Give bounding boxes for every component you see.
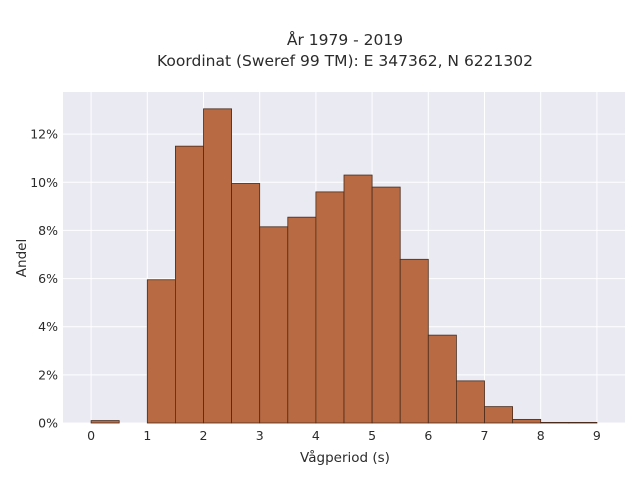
x-tick-label: 3 (256, 428, 264, 443)
x-tick-label: 6 (424, 428, 432, 443)
histogram-bar (371, 186, 401, 424)
histogram-bar (174, 145, 204, 424)
x-tick-label: 9 (593, 428, 601, 443)
x-tick-label: 5 (368, 428, 376, 443)
y-tick-label: 8% (38, 223, 58, 238)
histogram-bar (568, 421, 598, 424)
y-tick-label: 10% (30, 175, 58, 190)
x-tick-label: 7 (481, 428, 489, 443)
histogram-bar (90, 420, 120, 424)
y-tick-label: 12% (30, 127, 58, 142)
x-tick-label: 0 (87, 428, 95, 443)
x-tick-label: 2 (200, 428, 208, 443)
histogram-bar (399, 258, 429, 424)
histogram-bar (427, 334, 457, 424)
histogram-bar (455, 380, 485, 424)
x-tick-label: 1 (143, 428, 151, 443)
histogram-bar (315, 191, 345, 424)
bars (90, 108, 598, 424)
y-tick-label: 0% (38, 416, 58, 431)
histogram-bar (540, 421, 570, 424)
histogram-bar (203, 108, 233, 424)
x-tick-label: 8 (537, 428, 545, 443)
histogram-bar (146, 279, 176, 424)
histogram-bar (259, 226, 289, 424)
tick-labels: 0 1 2 3 4 5 6 7 8 9 0% 2% 4% 6% 8% 10% 12% (30, 127, 601, 443)
chart-title-line-1: År 1979 - 2019 (287, 30, 403, 49)
x-axis-label: Vågperiod (s) (300, 449, 390, 466)
y-tick-label: 2% (38, 367, 58, 382)
y-axis-label: Andel (14, 239, 30, 277)
histogram-bar (231, 183, 261, 424)
y-tick-label: 6% (38, 271, 58, 286)
histogram-bar (287, 216, 317, 424)
histogram-bar (512, 418, 542, 424)
histogram-bar (343, 174, 373, 424)
y-tick-label: 4% (38, 319, 58, 334)
chart-title-line-2: Koordinat (Sweref 99 TM): E 347362, N 62… (157, 52, 533, 70)
histogram-bar (484, 406, 514, 424)
x-tick-label: 4 (312, 428, 320, 443)
